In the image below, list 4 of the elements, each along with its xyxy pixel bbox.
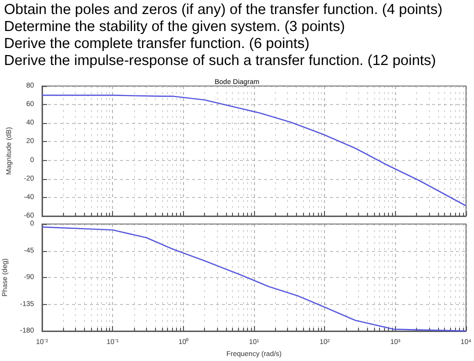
text: Obtain the poles and zeros (if any) of the transfer function. (4 points)	[4, 2, 442, 19]
text: Derive the complete transfer function. (6 points)	[4, 36, 310, 53]
text: Derive the impulse-response of such a transfer function. (12 points)	[4, 53, 437, 70]
text: Determine the stability of the given system. (3 points)	[4, 19, 346, 36]
